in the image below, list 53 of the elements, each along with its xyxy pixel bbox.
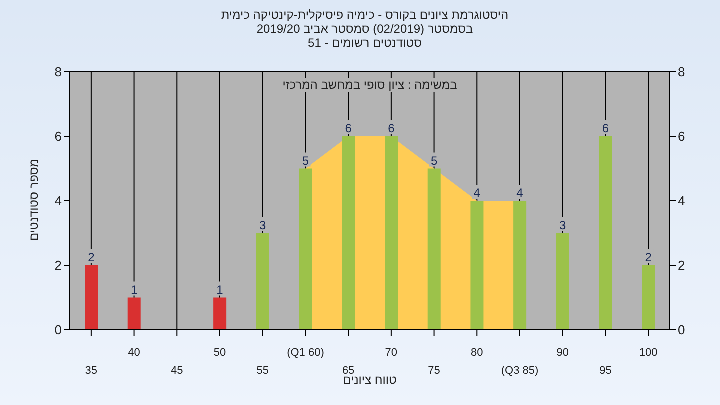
bar — [428, 168, 441, 330]
x-tick-label: 100 — [639, 347, 658, 359]
data-label: 2 — [645, 250, 652, 264]
bar — [514, 201, 527, 330]
data-label: 3 — [260, 218, 267, 232]
bar — [299, 168, 312, 330]
x-tick-label: 95 — [600, 365, 612, 377]
data-label: 3 — [560, 218, 567, 232]
data-label: 4 — [516, 186, 524, 200]
x-tick-label: 45 — [171, 365, 184, 377]
annotation: במשימה : ציון סופי במחשב המרכזי — [280, 78, 460, 92]
bar — [85, 266, 98, 330]
bar — [556, 233, 570, 330]
y-tick-label: 8 — [54, 64, 62, 80]
x-tick-label: 40 — [128, 347, 140, 359]
y2-tick-label: 8 — [678, 64, 686, 80]
data-label: 1 — [216, 282, 224, 297]
bar — [599, 136, 612, 330]
x-tick-label: 55 — [256, 365, 269, 377]
x-tick-label: (Q1 60) — [287, 347, 324, 359]
y2-tick-label: 4 — [678, 194, 686, 209]
y2-tick-label: 0 — [678, 322, 686, 338]
y2-tick-label: 6 — [678, 129, 686, 144]
data-label: 4 — [474, 186, 481, 200]
bar — [470, 201, 484, 330]
x-tick-label: 90 — [556, 347, 569, 359]
y2-tick-label: 2 — [678, 258, 686, 274]
y-tick-label: 2 — [54, 258, 62, 274]
data-label: 1 — [130, 282, 138, 297]
bar — [128, 298, 141, 330]
bar — [385, 136, 398, 330]
data-label: 5 — [302, 154, 310, 168]
bar — [342, 136, 356, 330]
x-tick-label: 70 — [385, 347, 398, 359]
data-label: 6 — [345, 122, 352, 136]
y-axis-title: מספר סטודנטים — [27, 158, 41, 242]
x-tick-label: 50 — [214, 347, 226, 359]
x-tick-label: 35 — [85, 365, 98, 377]
x-tick-label: 75 — [428, 365, 440, 377]
y-tick-label: 0 — [54, 322, 62, 338]
bar — [256, 233, 270, 330]
x-tick-label: 80 — [471, 347, 484, 359]
y-tick-label: 4 — [54, 194, 62, 209]
chart-title: היסטוגרמת ציונים בקורס - כימיה פיסיקלית-קינטיקה כימית בסמסטר (02/2019) סמסטר אביב 2019/20 — [220, 8, 510, 36]
y-tick-label: 6 — [54, 129, 62, 144]
data-label: 2 — [88, 250, 96, 264]
data-label: 5 — [430, 154, 438, 168]
x-tick-label: (Q3 85) — [501, 365, 539, 377]
chart-subtitle: סטודנטים רשומים - 51 — [307, 36, 423, 50]
data-label: 6 — [388, 122, 396, 136]
bar — [214, 298, 227, 330]
data-label: 6 — [602, 122, 610, 136]
bar — [642, 266, 656, 330]
